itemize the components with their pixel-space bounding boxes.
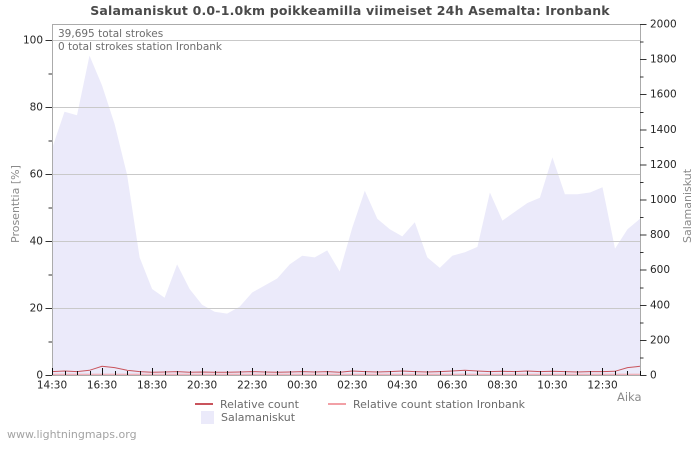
left-tick-label: 20 [30, 303, 43, 315]
watermark: www.lightningmaps.org [7, 428, 137, 441]
left-tick-label: 40 [30, 236, 43, 248]
left-tick-label: 0 [36, 370, 43, 382]
x-tick-label: 14:30 [37, 380, 67, 392]
annotation-station-strokes: 0 total strokes station Ironbank [58, 41, 223, 53]
chart-title: Salamaniskut 0.0-1.0km poikkeamilla viim… [90, 3, 610, 18]
right-tick-label: 1600 [650, 89, 677, 101]
right-tick-label: 2000 [650, 19, 677, 31]
x-tick-label: 22:30 [237, 380, 267, 392]
series-lines [51, 365, 641, 375]
x-tick-label: 20:30 [187, 380, 217, 392]
left-tick-label: 60 [30, 169, 43, 181]
x-tick-label: 06:30 [437, 380, 467, 392]
x-tick-label: 12:30 [587, 380, 617, 392]
right-tick-label: 600 [650, 264, 670, 276]
relative-count-line-swatch [195, 403, 213, 405]
x-tick-label: 08:30 [487, 380, 517, 392]
salamaniskut-area-group [52, 55, 640, 375]
legend-label-salamaniskut: Salamaniskut [221, 410, 296, 424]
right-tick-label: 0 [650, 370, 657, 382]
legend-item-salamaniskut: Salamaniskut [201, 410, 295, 424]
right-tick-label: 1000 [650, 194, 677, 206]
gridlines [52, 40, 640, 309]
left-axis-title: Prosenttia [%] [9, 165, 22, 243]
right-tick-label: 1400 [650, 124, 677, 136]
legend-item-relative-count: Relative count [195, 397, 299, 411]
right-tick-label: 1800 [650, 54, 677, 66]
right-tick-label: 800 [650, 229, 670, 241]
left-tick-label: 100 [23, 35, 43, 47]
x-tick-label: 00:30 [287, 380, 317, 392]
x-tick-label: 16:30 [87, 380, 117, 392]
salamaniskut-area-swatch [201, 410, 214, 424]
x-tick-label: 10:30 [537, 380, 567, 392]
left-tick-label: 80 [30, 102, 43, 114]
axis-tick-labels: 0204060801000200400600800100012001400160… [23, 19, 677, 392]
x-tick-label: 02:30 [337, 380, 367, 392]
legend-label-relative-count: Relative count [220, 397, 299, 411]
legend-label-relative-count-station: Relative count station Ironbank [353, 397, 526, 411]
x-tick-label: 18:30 [137, 380, 167, 392]
annotation-total-strokes: 39,695 total strokes [58, 28, 164, 40]
right-axis-title: Salamaniskut [681, 168, 694, 243]
station-line-swatch [328, 403, 346, 405]
axis-ticks [45, 24, 647, 376]
x-tick-label: 04:30 [387, 380, 417, 392]
legend-item-relative-count-station: Relative count station Ironbank [328, 397, 525, 411]
x-axis-title: Aika [617, 390, 642, 404]
right-tick-label: 400 [650, 299, 670, 311]
right-tick-label: 1200 [650, 159, 677, 171]
right-tick-label: 200 [650, 334, 670, 346]
salamaniskut-area [52, 55, 640, 375]
relative-count-line [51, 365, 641, 373]
